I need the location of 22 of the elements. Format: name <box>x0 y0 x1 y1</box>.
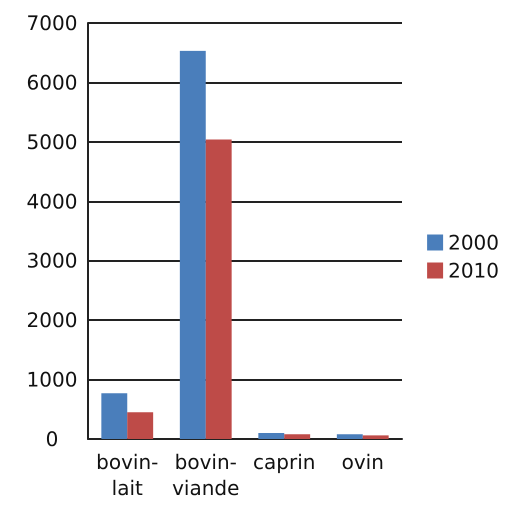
y-tick-label: 1000 <box>26 368 78 392</box>
x-tick-label: ovin <box>342 450 384 474</box>
bar <box>180 50 206 439</box>
bar <box>127 412 154 439</box>
y-tick-label: 5000 <box>26 130 78 154</box>
legend-label: 2000 <box>448 230 500 254</box>
x-tick-label: caprin <box>253 450 316 474</box>
legend-label: 2010 <box>448 258 500 282</box>
x-tick-label: bovin-viande <box>172 450 240 500</box>
bar <box>206 139 232 439</box>
y-tick-label: 7000 <box>26 11 78 35</box>
bar <box>101 393 128 439</box>
y-tick-label: 2000 <box>26 308 78 332</box>
x-tick-label: bovin-lait <box>96 450 158 500</box>
y-tick-label: 6000 <box>26 70 78 94</box>
bar <box>258 433 284 439</box>
bar <box>336 434 363 439</box>
y-tick-label: 4000 <box>26 189 78 214</box>
y-tick-label: 3000 <box>26 248 78 273</box>
bar <box>284 434 310 439</box>
y-tick-label: 0 <box>46 427 58 451</box>
bar <box>362 435 389 439</box>
